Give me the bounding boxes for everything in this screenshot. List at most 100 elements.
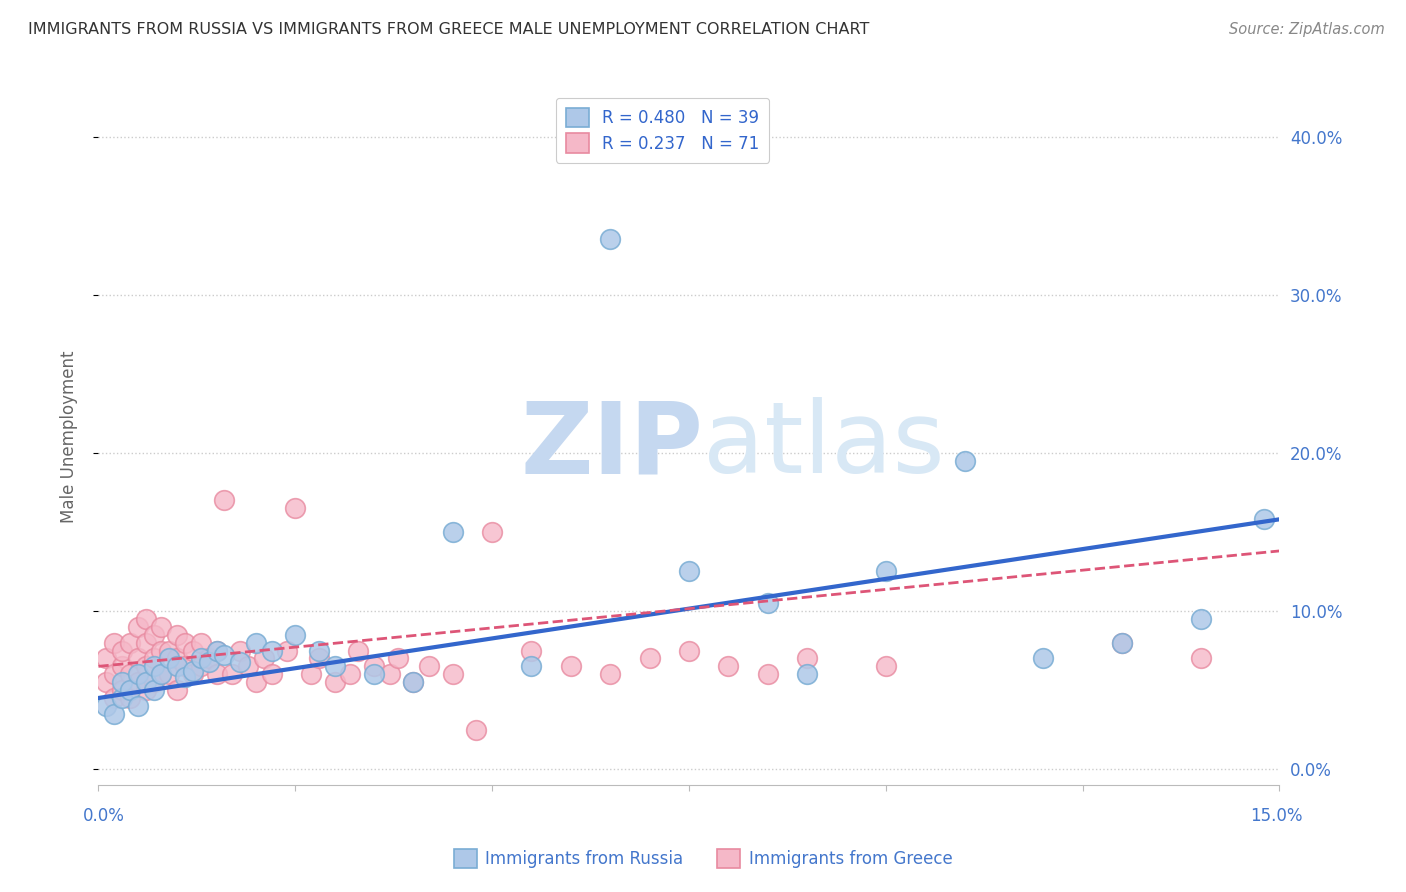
Point (166, 651, 188, 665)
Text: IMMIGRANTS FROM RUSSIA VS IMMIGRANTS FROM GREECE MALE UNEMPLOYMENT CORRELATION C: IMMIGRANTS FROM RUSSIA VS IMMIGRANTS FRO… (28, 22, 869, 37)
Point (347, 643, 370, 657)
Point (118, 667, 141, 681)
Point (142, 675, 165, 690)
Point (181, 667, 204, 681)
Point (111, 643, 134, 657)
Point (111, 675, 134, 690)
Point (103, 706, 125, 721)
Y-axis label: Male Unemployment: Male Unemployment (59, 351, 77, 524)
Point (1253, 512, 1275, 526)
Point (214, 493, 236, 508)
Point (253, 651, 276, 665)
Point (520, 659, 543, 673)
Point (111, 690, 134, 705)
Point (323, 659, 346, 673)
Point (197, 655, 219, 669)
Point (560, 659, 582, 673)
Point (181, 664, 204, 678)
Point (127, 651, 149, 665)
Point (363, 667, 385, 681)
Point (363, 659, 385, 673)
Point (127, 698, 149, 713)
Point (638, 651, 661, 665)
Point (135, 612, 157, 626)
Point (150, 643, 173, 657)
Point (481, 524, 503, 539)
Text: Source: ZipAtlas.com: Source: ZipAtlas.com (1229, 22, 1385, 37)
Point (260, 643, 283, 657)
Legend: R = 0.480   N = 39, R = 0.237   N = 71: R = 0.480 N = 39, R = 0.237 N = 71 (555, 97, 769, 162)
Point (150, 667, 173, 681)
Point (166, 659, 188, 673)
Point (308, 651, 330, 665)
Point (205, 643, 228, 657)
Point (190, 659, 212, 673)
Point (135, 675, 157, 690)
Point (245, 675, 267, 690)
Point (717, 659, 740, 673)
Point (402, 675, 425, 690)
Point (142, 628, 165, 642)
Point (118, 683, 141, 698)
Text: 0.0%: 0.0% (83, 807, 125, 825)
Point (166, 683, 188, 698)
Point (323, 675, 346, 690)
Point (599, 667, 621, 681)
Point (1189, 612, 1212, 626)
Point (284, 628, 307, 642)
Point (229, 655, 252, 669)
Text: 15.0%: 15.0% (1250, 807, 1303, 825)
Point (205, 667, 228, 681)
Text: ZIP: ZIP (520, 398, 703, 494)
Point (96, 675, 118, 690)
Point (205, 643, 228, 657)
Point (157, 667, 180, 681)
Point (127, 675, 149, 690)
Point (236, 659, 259, 673)
Point (387, 651, 409, 665)
Point (135, 683, 157, 698)
Point (953, 454, 976, 468)
Point (96, 698, 118, 713)
Point (284, 501, 307, 516)
Point (229, 643, 252, 657)
Point (308, 643, 330, 657)
Point (111, 659, 134, 673)
Point (796, 651, 818, 665)
Point (135, 659, 157, 673)
Point (599, 232, 621, 246)
Point (221, 667, 243, 681)
Point (1189, 651, 1212, 665)
Point (190, 635, 212, 649)
Point (174, 635, 197, 649)
Point (520, 643, 543, 657)
Point (103, 667, 125, 681)
Point (142, 651, 165, 665)
Text: atlas: atlas (703, 398, 945, 494)
Point (197, 651, 219, 665)
Point (418, 659, 440, 673)
Point (441, 667, 464, 681)
Point (678, 643, 700, 657)
Point (796, 667, 818, 681)
Point (142, 659, 165, 673)
Point (465, 723, 488, 737)
Point (276, 643, 298, 657)
Point (96, 651, 118, 665)
Point (142, 683, 165, 698)
Point (103, 635, 125, 649)
Legend: Immigrants from Russia, Immigrants from Greece: Immigrants from Russia, Immigrants from … (447, 842, 959, 875)
Point (756, 596, 779, 610)
Point (127, 620, 149, 634)
Point (214, 648, 236, 663)
Point (875, 659, 897, 673)
Point (127, 667, 149, 681)
Point (260, 667, 283, 681)
Point (339, 667, 361, 681)
Point (118, 690, 141, 705)
Point (402, 675, 425, 690)
Point (157, 643, 180, 657)
Point (875, 565, 897, 579)
Point (1032, 651, 1054, 665)
Point (299, 667, 322, 681)
